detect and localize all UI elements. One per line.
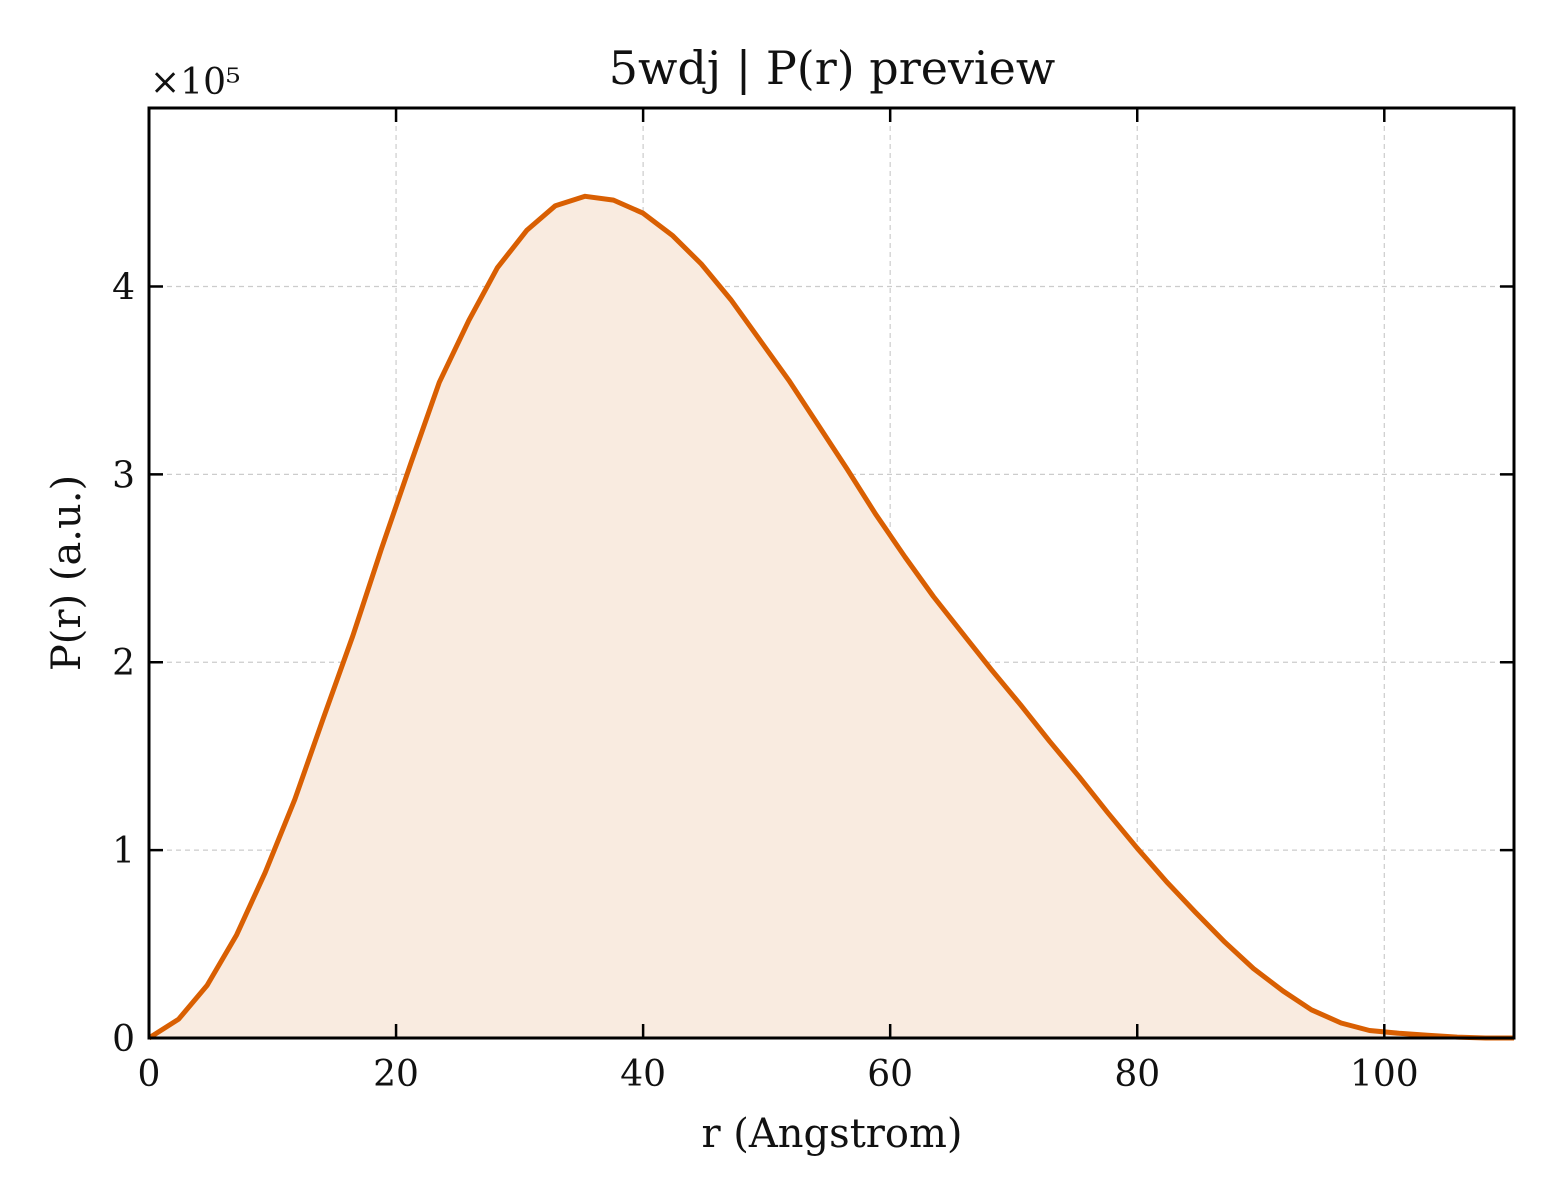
x-tick-label: 0 xyxy=(138,1054,161,1095)
y-tick-label: 1 xyxy=(112,831,135,872)
x-axis-label: r (Angstrom) xyxy=(701,1111,962,1157)
plot-frame xyxy=(147,106,1516,1040)
y-tick-label: 4 xyxy=(112,267,135,308)
chart-title: 5wdj | P(r) preview xyxy=(609,41,1056,95)
x-tick-label: 80 xyxy=(1114,1054,1160,1095)
tick-layer: 0 20 40 60 80 100 0 1 2 3 4 xyxy=(112,108,1514,1095)
x-tick-label: 60 xyxy=(867,1054,913,1095)
y-tick-label: 3 xyxy=(112,455,135,496)
x-tick-label: 100 xyxy=(1350,1054,1419,1095)
y-tick-label: 2 xyxy=(112,643,135,684)
y-axis-label: P(r) (a.u.) xyxy=(44,475,90,671)
area-fill xyxy=(149,196,1514,1039)
x-tick-label: 20 xyxy=(373,1054,419,1095)
x-tick-label: 40 xyxy=(620,1054,666,1095)
y-tick-label: 0 xyxy=(112,1019,135,1060)
y-axis-multiplier: ×10⁵ xyxy=(150,62,240,103)
series-line xyxy=(147,193,1514,1041)
